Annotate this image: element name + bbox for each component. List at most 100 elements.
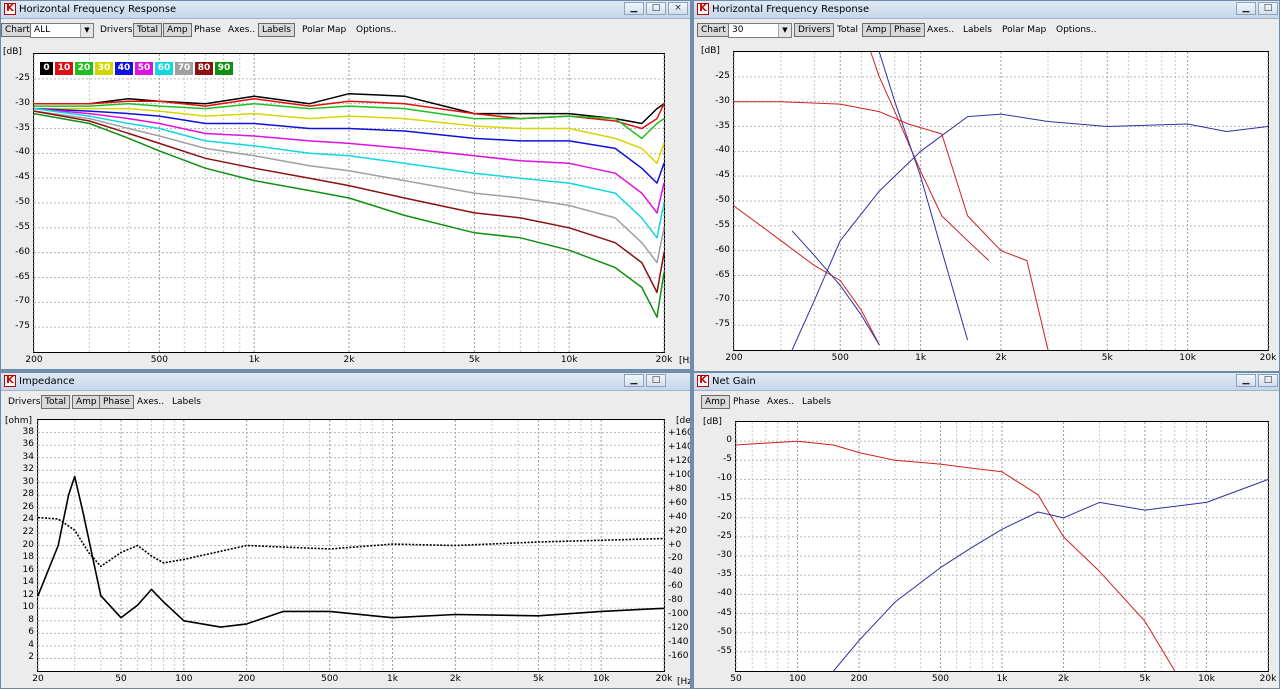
labels-button[interactable]: Labels xyxy=(172,397,201,407)
y-tick-label: 4 xyxy=(28,639,34,650)
y2-tick-label: -120 xyxy=(668,623,689,634)
x-tick-label: 10k xyxy=(1198,674,1215,684)
title-bar[interactable]: K Horizontal Frequency Response ▁ □ xyxy=(694,1,1279,19)
labels-button[interactable]: Labels xyxy=(963,25,992,35)
maximize-button[interactable]: □ xyxy=(646,374,666,387)
y-tick-label: 28 xyxy=(22,489,34,500)
x-tick-label: 200 xyxy=(850,674,868,684)
phase-button[interactable]: Phase xyxy=(194,25,221,35)
hfr-all-plot[interactable]: 0 10 20 30 40 50 60 70 80 90 xyxy=(33,53,665,353)
y-axis-unit: [dB] xyxy=(701,46,720,56)
netgain-plot[interactable] xyxy=(735,421,1269,672)
legend-item-70[interactable]: 70 xyxy=(175,62,193,75)
y-tick-label: -60 xyxy=(715,244,730,255)
x-tick-label: 5k xyxy=(468,355,480,365)
x-tick-label: 1k xyxy=(996,674,1008,684)
legend-item-0[interactable]: 0 xyxy=(40,62,53,75)
series-line-90 xyxy=(33,112,665,318)
legend-item-40[interactable]: 40 xyxy=(115,62,133,75)
total-button[interactable]: Total xyxy=(837,25,859,35)
y2-tick-label: -160 xyxy=(668,651,689,662)
window-title: Net Gain xyxy=(712,376,756,387)
legend-item-30[interactable]: 30 xyxy=(95,62,113,75)
chart-select[interactable]: ALL ▼ xyxy=(30,23,94,38)
x-tick-label: 50 xyxy=(730,674,742,684)
x-tick-label: 500 xyxy=(831,353,849,363)
total-button[interactable]: Total xyxy=(133,23,163,37)
legend-item-10[interactable]: 10 xyxy=(55,62,73,75)
y-tick-label: -25 xyxy=(15,72,30,83)
maximize-button[interactable]: □ xyxy=(646,2,666,15)
x-tick-label: 2k xyxy=(449,674,461,684)
y-tick-label: 8 xyxy=(28,614,34,625)
legend-item-20[interactable]: 20 xyxy=(75,62,93,75)
hfr-all-window: K Horizontal Frequency Response ▁ □ × Ch… xyxy=(0,0,691,370)
legend-item-60[interactable]: 60 xyxy=(155,62,173,75)
polar-map-button[interactable]: Polar Map xyxy=(302,25,347,35)
plot-svg xyxy=(33,54,665,352)
axes-button[interactable]: Axes.. xyxy=(767,397,795,407)
minimize-button[interactable]: ▁ xyxy=(624,374,644,387)
amp-button[interactable]: Amp xyxy=(72,395,101,409)
axes-button[interactable]: Axes.. xyxy=(927,25,955,35)
x-tick-label: 2k xyxy=(343,355,355,365)
series-line-0 xyxy=(734,101,1049,351)
drivers-button[interactable]: Drivers xyxy=(8,397,41,407)
options-button[interactable]: Options.. xyxy=(1056,25,1097,35)
polar-map-button[interactable]: Polar Map xyxy=(1002,25,1047,35)
amp-button[interactable]: Amp xyxy=(163,23,192,37)
series-line-Impedance xyxy=(37,475,665,628)
y2-tick-label: +0 xyxy=(668,539,682,550)
y-tick-label: 6 xyxy=(28,627,34,638)
labels-button[interactable]: Labels xyxy=(258,23,295,37)
chart-select[interactable]: 30 ▼ xyxy=(728,23,792,38)
title-bar[interactable]: K Net Gain ▁ □ xyxy=(694,373,1279,391)
x-axis-unit: [Hz] xyxy=(677,677,690,687)
phase-button[interactable]: Phase xyxy=(890,23,925,37)
labels-button[interactable]: Labels xyxy=(802,397,831,407)
impedance-plot[interactable] xyxy=(37,419,665,672)
y-tick-label: -45 xyxy=(715,170,730,181)
close-button[interactable]: × xyxy=(668,2,688,15)
y-tick-label: -45 xyxy=(15,172,30,183)
phase-button[interactable]: Phase xyxy=(99,395,134,409)
y-tick-label: -35 xyxy=(717,569,732,580)
options-button[interactable]: Options.. xyxy=(356,25,397,35)
phase-button[interactable]: Phase xyxy=(733,397,760,407)
series-line-4 xyxy=(791,230,880,346)
maximize-button[interactable]: □ xyxy=(1258,374,1278,387)
plot-svg xyxy=(733,51,1269,351)
y-tick-label: -65 xyxy=(15,271,30,282)
y-tick-label: 2 xyxy=(28,652,34,663)
total-button[interactable]: Total xyxy=(41,395,71,409)
drivers-button[interactable]: Drivers xyxy=(100,25,133,35)
y-tick-label: 12 xyxy=(22,589,34,600)
series-line-3 xyxy=(791,113,1269,351)
y-tick-label: 36 xyxy=(22,439,34,450)
minimize-button[interactable]: ▁ xyxy=(1236,2,1256,15)
drivers-button[interactable]: Drivers xyxy=(794,23,835,37)
amp-button[interactable]: Amp xyxy=(862,23,891,37)
legend-item-90[interactable]: 90 xyxy=(215,62,233,75)
maximize-button[interactable]: □ xyxy=(1258,2,1278,15)
y-tick-label: -30 xyxy=(717,550,732,561)
axes-button[interactable]: Axes.. xyxy=(137,397,165,407)
y-tick-label: -50 xyxy=(715,195,730,205)
x-tick-label: 5k xyxy=(1139,674,1151,684)
x-axis-unit: [Hz] xyxy=(679,356,690,366)
amp-button[interactable]: Amp xyxy=(701,395,730,409)
minimize-button[interactable]: ▁ xyxy=(1236,374,1256,387)
series-line-30 xyxy=(34,107,665,165)
series-line-1 xyxy=(833,479,1269,672)
y-tick-label: -30 xyxy=(15,97,30,108)
y-tick-label: 0 xyxy=(726,435,732,446)
legend-item-80[interactable]: 80 xyxy=(195,62,213,75)
axes-button[interactable]: Axes.. xyxy=(228,25,256,35)
x-tick-label: 200 xyxy=(725,353,743,363)
legend-item-50[interactable]: 50 xyxy=(135,62,153,75)
series-line-40 xyxy=(33,107,665,184)
title-bar[interactable]: K Impedance ▁ □ xyxy=(1,373,690,391)
title-bar[interactable]: K Horizontal Frequency Response ▁ □ × xyxy=(1,1,690,19)
minimize-button[interactable]: ▁ xyxy=(624,2,644,15)
hfr-30-plot[interactable] xyxy=(733,51,1269,351)
